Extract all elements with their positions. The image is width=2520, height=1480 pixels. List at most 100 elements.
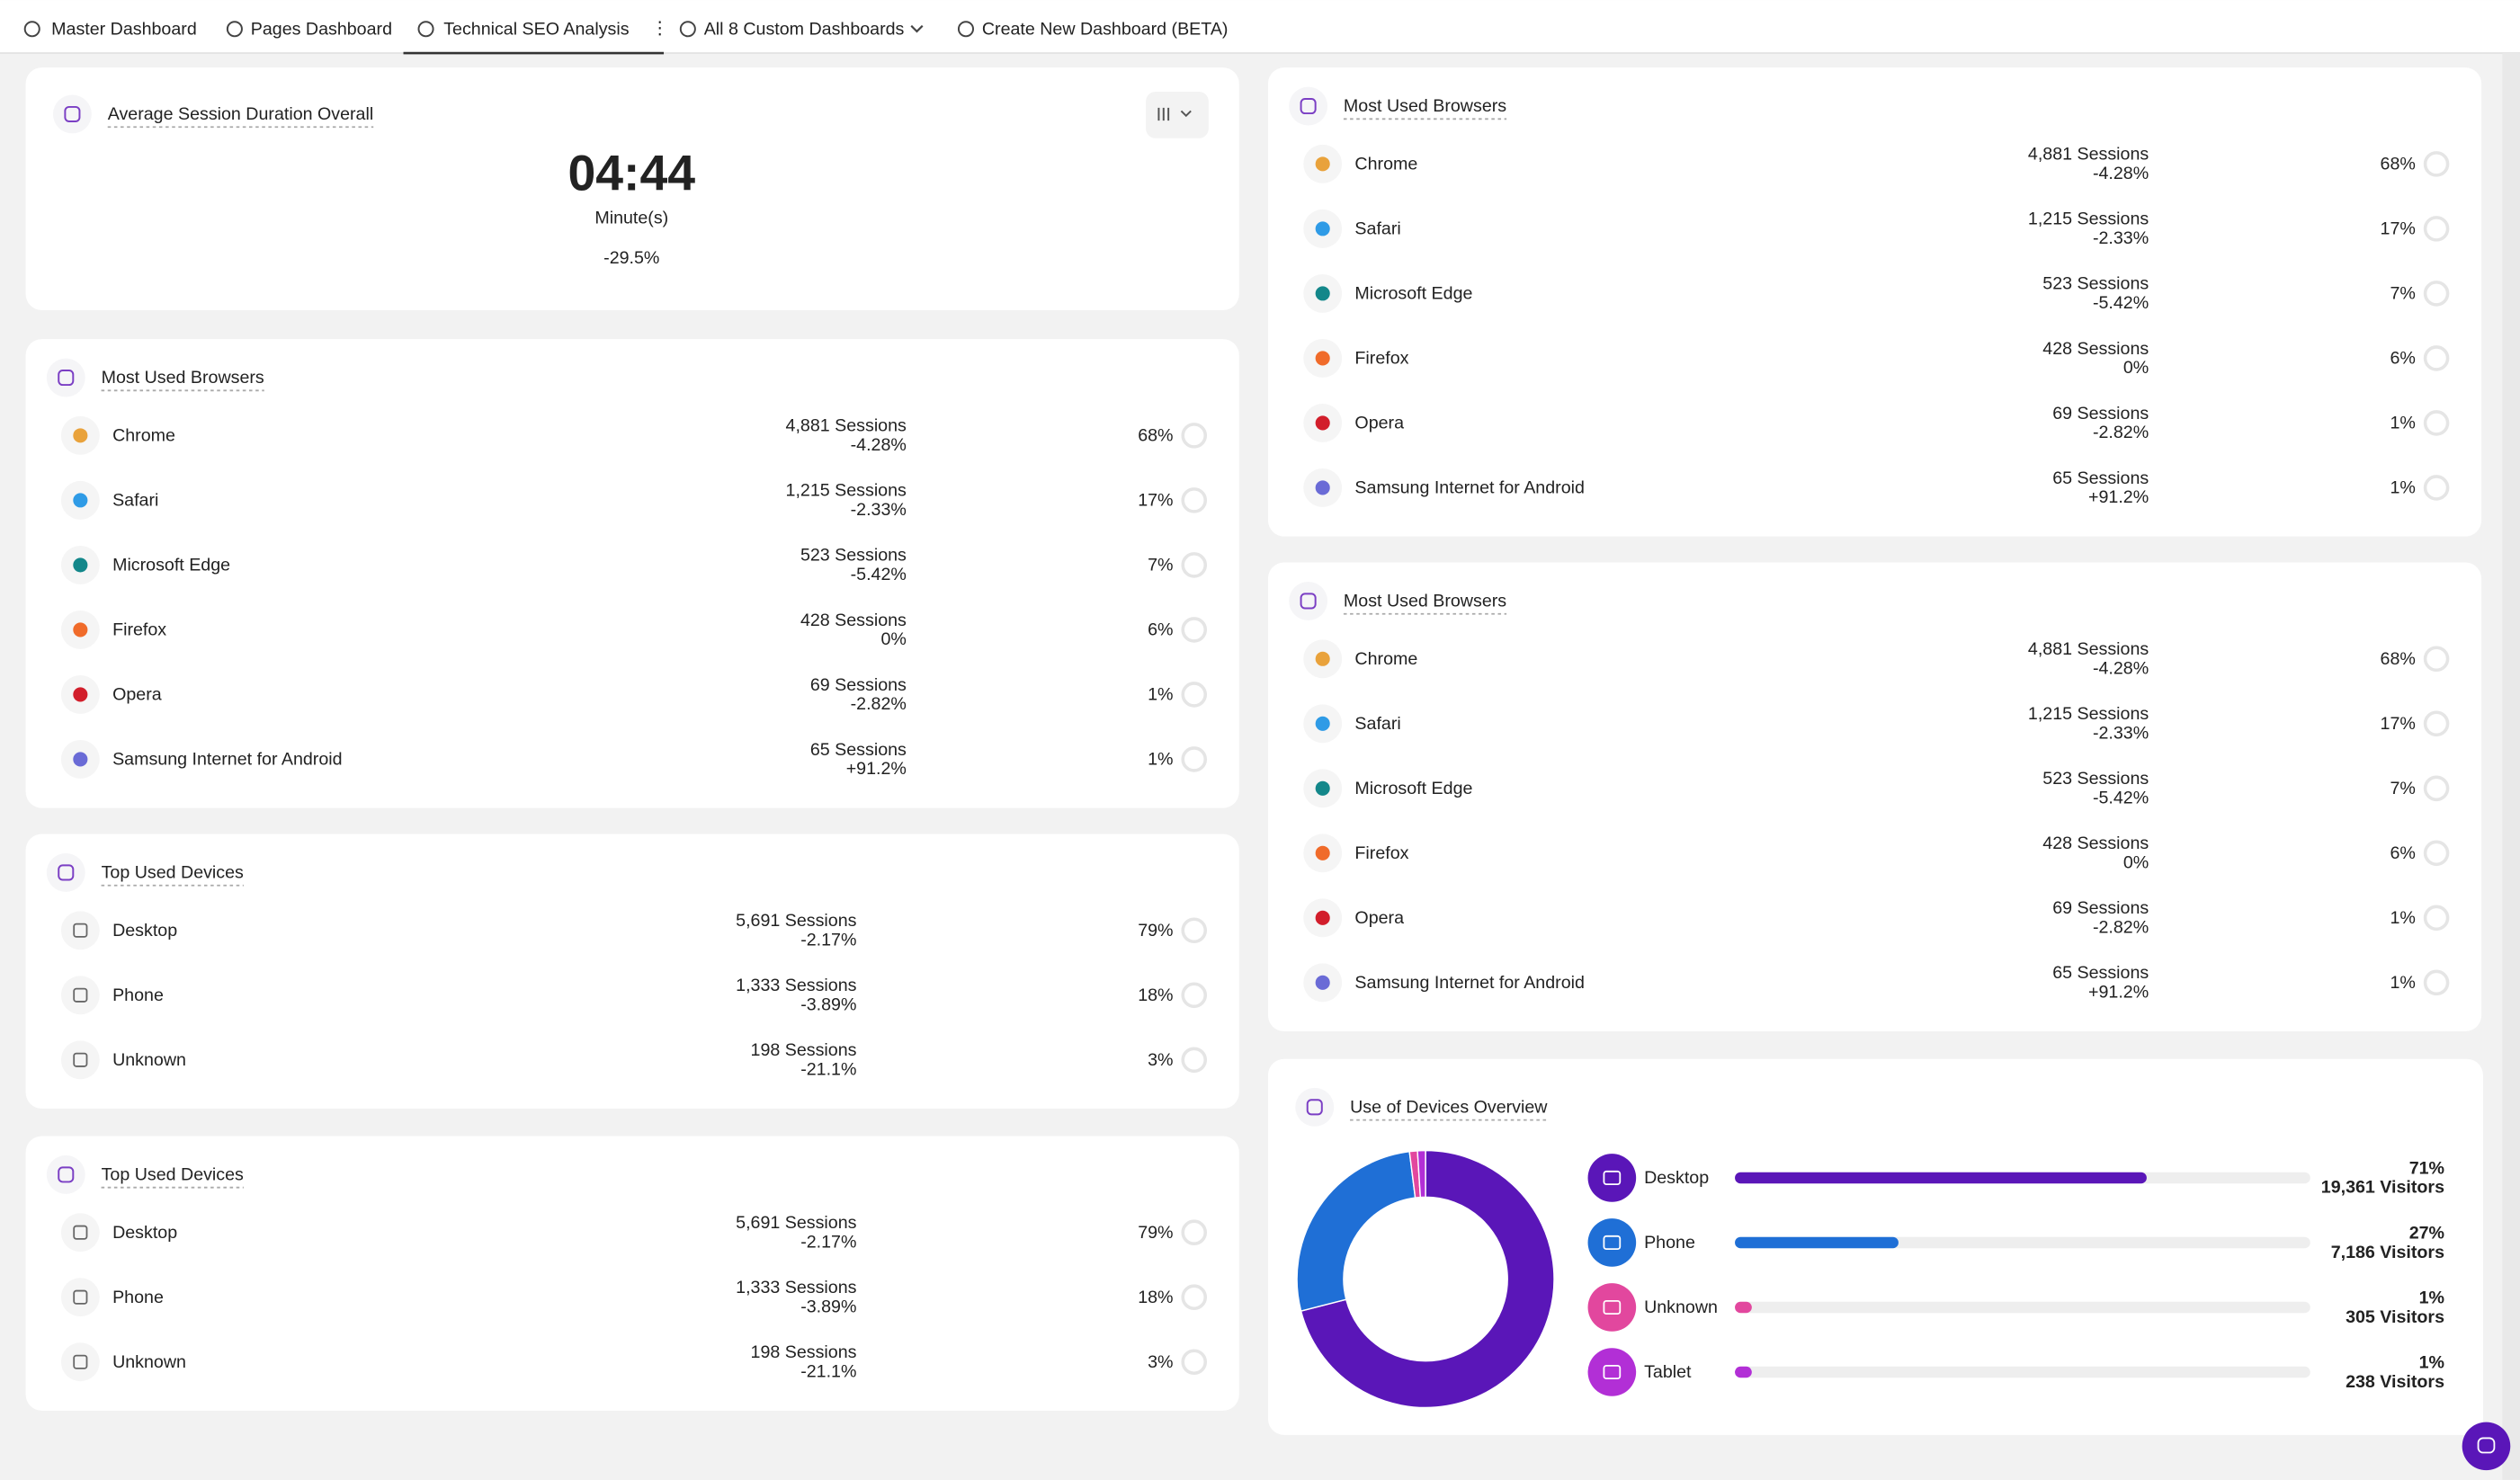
device-visitors: 19,361 Visitors	[2321, 1178, 2444, 1198]
device-icon	[1603, 1364, 1622, 1380]
widget-icon-bg	[52, 94, 92, 134]
item-sessions: 198 Sessions	[751, 1342, 857, 1362]
item-share: 3%	[1148, 1050, 1173, 1070]
item-toggle	[2423, 345, 2450, 371]
item-name: Phone	[112, 1288, 164, 1307]
widget-title: Most Used Browsers	[1344, 96, 1506, 116]
tab-icon	[23, 21, 40, 38]
card	[25, 834, 1239, 1109]
item-share: 1%	[2390, 908, 2415, 928]
item-toggle	[2423, 840, 2450, 867]
widget-icon	[58, 864, 75, 881]
item-share: 7%	[2390, 779, 2415, 798]
item-toggle	[2423, 475, 2450, 501]
tab[interactable]: Pages Dashboard	[251, 19, 392, 39]
browser-icon	[73, 428, 88, 443]
tab[interactable]: Technical SEO Analysis	[443, 19, 630, 39]
item-change: -2.82%	[2093, 423, 2149, 442]
item-change: -2.17%	[800, 1233, 856, 1253]
device-share: 1%	[2419, 1288, 2444, 1307]
widget-title: Average Session Duration Overall	[108, 104, 374, 124]
widget-icon	[1300, 593, 1317, 610]
item-share: 6%	[2390, 348, 2415, 368]
browser-icon	[73, 493, 88, 508]
widget-icon-bg	[1289, 86, 1328, 126]
item-name: Firefox	[112, 620, 166, 639]
browser-icon	[73, 687, 88, 702]
chat-button[interactable]	[2462, 1422, 2511, 1471]
browser-icon	[1315, 351, 1330, 366]
browser-icon	[73, 752, 88, 767]
scrollbar	[2502, 53, 2520, 1480]
item-icon-bg	[60, 1213, 100, 1253]
item-share: 7%	[1148, 555, 1173, 575]
item-change: 0%	[880, 629, 906, 649]
item-name: Desktop	[112, 921, 177, 941]
device-icon	[1603, 1299, 1622, 1315]
tab-icon	[417, 21, 434, 38]
widget-icon	[1306, 1099, 1323, 1116]
item-icon-bg	[60, 1040, 100, 1080]
item-name: Safari	[112, 490, 158, 510]
donut-segment	[1300, 1149, 1555, 1409]
device-icon	[73, 1354, 88, 1369]
tab-more[interactable]: ⋮	[651, 18, 669, 38]
item-name: Microsoft Edge	[112, 555, 230, 575]
browser-icon	[1315, 910, 1330, 925]
item-change: -4.28%	[2093, 164, 2149, 183]
settings-button[interactable]	[1146, 91, 1209, 138]
tab[interactable]: Create New Dashboard (BETA)	[982, 19, 1229, 39]
device-icon	[73, 1289, 88, 1305]
settings-icon	[1157, 107, 1192, 121]
item-sessions: 1,215 Sessions	[786, 481, 907, 501]
item-icon-bg	[60, 1278, 100, 1317]
item-name: Opera	[1354, 414, 1404, 433]
tab[interactable]: Master Dashboard	[51, 19, 197, 39]
item-sessions: 69 Sessions	[810, 675, 907, 695]
item-name: Unknown	[112, 1050, 186, 1070]
item-toggle	[2423, 710, 2450, 737]
item-toggle	[1181, 682, 1208, 708]
widget-icon-bg	[1289, 581, 1328, 620]
device-icon	[1603, 1235, 1622, 1251]
widget-title: Most Used Browsers	[102, 368, 264, 388]
item-sessions: 5,691 Sessions	[736, 1213, 856, 1233]
item-toggle	[2423, 410, 2450, 436]
item-toggle	[1181, 1219, 1208, 1246]
item-sessions: 1,333 Sessions	[736, 1278, 856, 1297]
item-change: -4.28%	[851, 435, 907, 455]
session-value: 04:44	[567, 145, 695, 201]
item-toggle	[1181, 746, 1208, 772]
item-toggle	[2423, 905, 2450, 932]
item-change: -5.42%	[851, 565, 907, 584]
donut-segment	[1416, 1149, 1426, 1199]
item-icon-bg	[60, 976, 100, 1015]
item-toggle	[1181, 917, 1208, 944]
widget-icon	[64, 105, 81, 122]
item-sessions: 4,881 Sessions	[786, 416, 907, 436]
item-share: 1%	[1148, 750, 1173, 770]
session-unit: Minute(s)	[594, 208, 668, 227]
item-name: Safari	[1354, 218, 1400, 238]
item-name: Microsoft Edge	[1354, 779, 1472, 798]
item-share: 1%	[2390, 414, 2415, 433]
browser-icon	[1315, 221, 1330, 236]
device-visitors: 305 Visitors	[2346, 1307, 2444, 1327]
item-name: Microsoft Edge	[1354, 283, 1472, 303]
device-share: 27%	[2409, 1223, 2444, 1243]
tab[interactable]: All 8 Custom Dashboards	[704, 19, 905, 39]
device-name: Tablet	[1644, 1362, 1692, 1382]
item-share: 6%	[2390, 843, 2415, 863]
device-icon	[73, 923, 88, 938]
browser-icon	[73, 557, 88, 573]
card	[25, 67, 1239, 310]
item-change: -4.28%	[2093, 659, 2149, 679]
widget-title: Top Used Devices	[102, 1164, 244, 1184]
item-name: Samsung Internet for Android	[112, 750, 342, 770]
device-icon	[73, 1052, 88, 1067]
device-icon-bg	[1587, 1348, 1637, 1396]
item-change: +91.2%	[2088, 983, 2149, 1003]
browser-icon	[1315, 286, 1330, 301]
